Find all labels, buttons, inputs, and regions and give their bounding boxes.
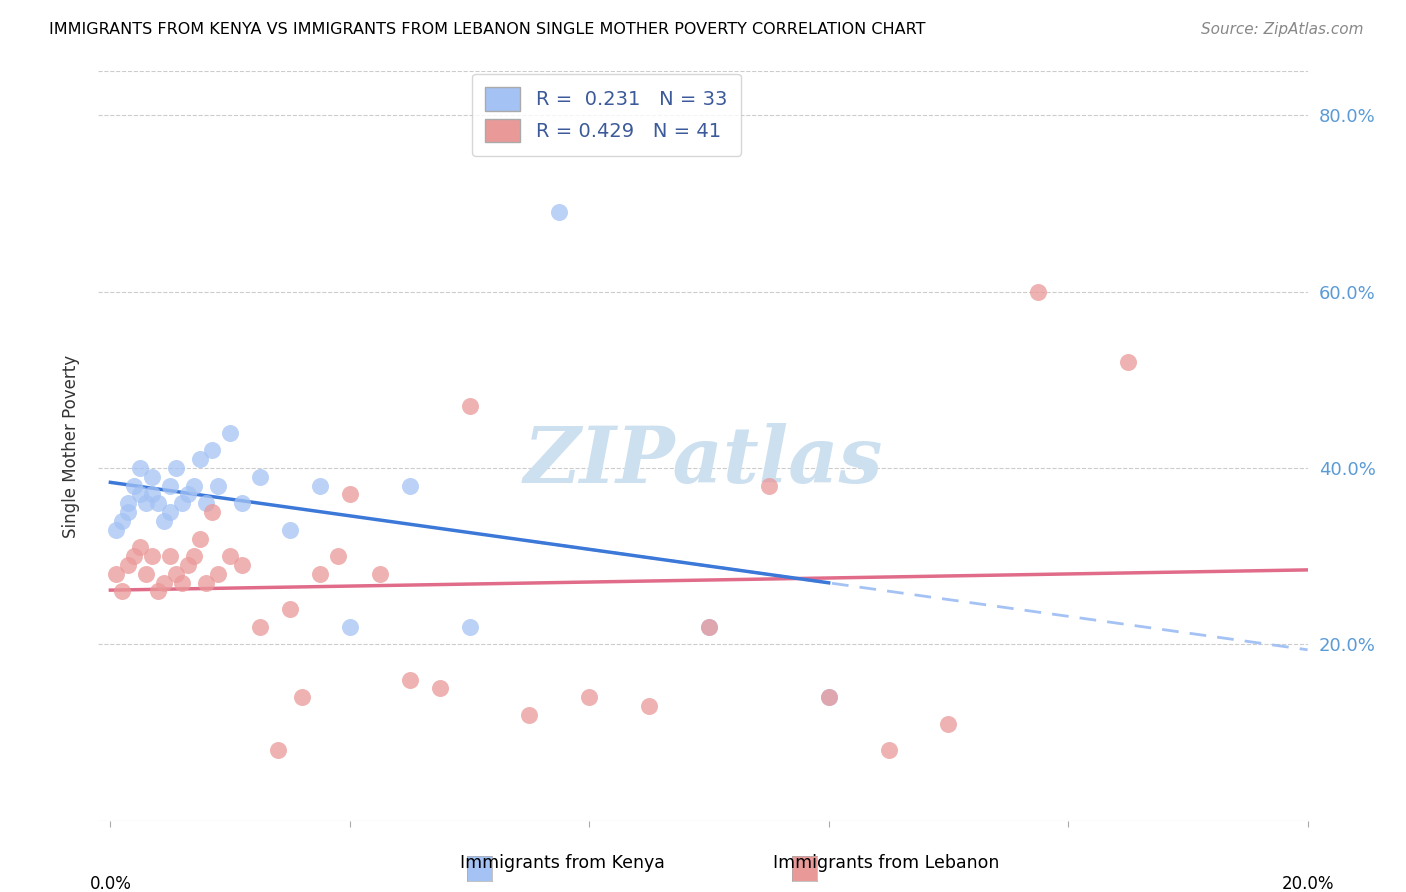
- Point: [398, 478, 420, 492]
- Point: [165, 461, 187, 475]
- Point: [267, 743, 290, 757]
- Point: [326, 549, 349, 564]
- Point: [339, 487, 361, 501]
- Point: [148, 496, 170, 510]
- Point: [278, 602, 301, 616]
- Point: [458, 620, 481, 634]
- Point: [697, 620, 720, 634]
- Point: [129, 541, 152, 555]
- Point: [111, 584, 134, 599]
- Point: [309, 478, 332, 492]
- Point: [141, 470, 163, 484]
- Point: [117, 496, 139, 510]
- Point: [1026, 285, 1049, 299]
- Point: [249, 470, 271, 484]
- Text: 20.0%: 20.0%: [1281, 875, 1334, 892]
- Point: [183, 549, 205, 564]
- Text: Source: ZipAtlas.com: Source: ZipAtlas.com: [1201, 22, 1364, 37]
- Point: [172, 496, 194, 510]
- Point: [105, 566, 128, 581]
- Point: [129, 461, 152, 475]
- Point: [817, 690, 839, 705]
- Point: [638, 699, 661, 714]
- Point: [177, 558, 200, 572]
- Text: Immigrants from Kenya: Immigrants from Kenya: [460, 855, 665, 872]
- Point: [188, 532, 211, 546]
- Point: [165, 566, 187, 581]
- Point: [201, 443, 224, 458]
- Point: [368, 566, 391, 581]
- Point: [195, 496, 218, 510]
- Point: [548, 205, 571, 219]
- Point: [177, 487, 200, 501]
- Point: [159, 478, 181, 492]
- Point: [141, 549, 163, 564]
- Point: [291, 690, 314, 705]
- Point: [135, 496, 157, 510]
- Point: [159, 505, 181, 519]
- Text: IMMIGRANTS FROM KENYA VS IMMIGRANTS FROM LEBANON SINGLE MOTHER POVERTY CORRELATI: IMMIGRANTS FROM KENYA VS IMMIGRANTS FROM…: [49, 22, 925, 37]
- Point: [398, 673, 420, 687]
- Point: [201, 505, 224, 519]
- Point: [135, 566, 157, 581]
- Point: [183, 478, 205, 492]
- Point: [129, 487, 152, 501]
- Text: Immigrants from Lebanon: Immigrants from Lebanon: [772, 855, 1000, 872]
- Point: [207, 478, 229, 492]
- Point: [758, 478, 780, 492]
- Text: ZIPatlas: ZIPatlas: [523, 423, 883, 500]
- Point: [339, 620, 361, 634]
- Point: [219, 549, 242, 564]
- Point: [817, 690, 839, 705]
- Point: [207, 566, 229, 581]
- Point: [188, 452, 211, 467]
- Y-axis label: Single Mother Poverty: Single Mother Poverty: [62, 354, 80, 538]
- Point: [172, 575, 194, 590]
- Text: 0.0%: 0.0%: [90, 875, 131, 892]
- Point: [429, 681, 451, 696]
- Point: [111, 514, 134, 528]
- Point: [458, 400, 481, 414]
- Point: [877, 743, 900, 757]
- Point: [697, 620, 720, 634]
- Point: [231, 496, 253, 510]
- Point: [578, 690, 600, 705]
- Legend: R =  0.231   N = 33, R = 0.429   N = 41: R = 0.231 N = 33, R = 0.429 N = 41: [471, 73, 741, 156]
- Point: [219, 425, 242, 440]
- Point: [309, 566, 332, 581]
- Point: [117, 505, 139, 519]
- Point: [159, 549, 181, 564]
- Point: [231, 558, 253, 572]
- Point: [124, 549, 146, 564]
- Point: [938, 716, 960, 731]
- Point: [249, 620, 271, 634]
- Point: [278, 523, 301, 537]
- Point: [124, 478, 146, 492]
- Point: [141, 487, 163, 501]
- Point: [519, 707, 541, 722]
- Point: [153, 514, 176, 528]
- Point: [105, 523, 128, 537]
- Point: [195, 575, 218, 590]
- Point: [1116, 355, 1139, 369]
- Point: [117, 558, 139, 572]
- Point: [148, 584, 170, 599]
- Point: [153, 575, 176, 590]
